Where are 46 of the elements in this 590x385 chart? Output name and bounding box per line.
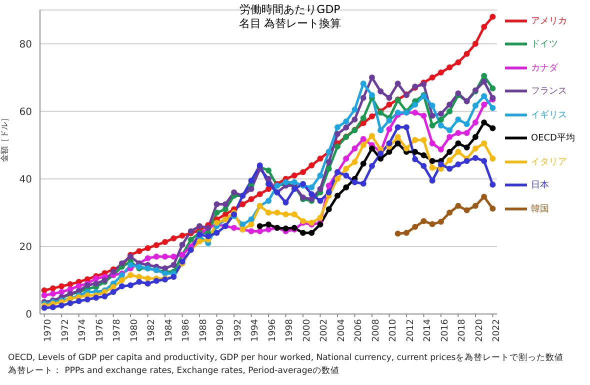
x-tick-label: 1994 — [250, 318, 261, 342]
x-tick-label: 1986 — [182, 318, 192, 342]
x-tick-label: 2006 — [354, 318, 364, 342]
x-tick-label: 1978 — [112, 318, 123, 342]
y-tick-label: 40 — [19, 174, 32, 186]
x-tick-label: 1974 — [78, 318, 88, 342]
x-tick-label: 2022 — [492, 319, 502, 342]
y-tick-label: 20 — [19, 242, 32, 253]
x-tick-label: 2018 — [458, 318, 468, 342]
x-tick-label: 1988 — [198, 318, 209, 342]
x-tick-label: 2000 — [302, 318, 312, 342]
legend-label: ドイツ — [531, 40, 558, 50]
legend-label: OECD平均 — [531, 134, 575, 144]
text: OECD, Levels of GDP per capita and productivity, GDP per hour worked, National currency, current pricesを為替レートで割った数値 — [8, 352, 564, 365]
x-tick-label: 2002 — [320, 319, 330, 342]
x-tick-label: 2004 — [336, 318, 347, 342]
legend-label: アメリカ — [531, 16, 567, 26]
x-tick-label: 1996 — [268, 318, 278, 342]
x-tick-label: 1990 — [216, 318, 226, 342]
legend-label: イタリア — [531, 157, 567, 168]
x-tick-label: 2016 — [440, 318, 450, 342]
x-tick-label: 2010 — [388, 318, 399, 342]
text: 為替レート： PPPs and exchange rates, Exchange rates, Period-averageの数値 — [8, 365, 340, 378]
x-tick-label: 2012 — [406, 319, 416, 342]
y-tick-label: 60 — [19, 106, 32, 118]
y-tick-label: 0 — [26, 310, 32, 321]
x-tick-label: 1984 — [164, 318, 174, 342]
x-tick-label: 1970 — [44, 318, 54, 342]
x-tick-label: 1980 — [130, 318, 140, 342]
legend-label: イギリス — [531, 110, 567, 120]
x-tick-label: 1998 — [285, 318, 296, 342]
legend-label: 日本 — [531, 180, 549, 191]
text: 名目 為替レート換算 — [238, 17, 342, 31]
x-tick-label: 2008 — [371, 318, 382, 342]
x-tick-label: 2020 — [474, 318, 485, 342]
x-tick-label: 1972 — [60, 319, 71, 342]
y-tick-label: 80 — [19, 39, 32, 50]
chart-title: 労働時間あたりGDP — [238, 3, 342, 17]
legend-label: フランス — [531, 86, 567, 97]
x-tick-label: 1982 — [147, 319, 158, 342]
x-tick-label: 1976 — [95, 318, 106, 342]
legend-label: 韓国 — [531, 204, 549, 214]
x-tick-label: 1992 — [233, 319, 244, 342]
x-tick-label: 2014 — [423, 318, 434, 342]
y-axis-title: 金額［ドル］ — [0, 114, 9, 162]
legend-label: カナダ — [531, 63, 558, 74]
